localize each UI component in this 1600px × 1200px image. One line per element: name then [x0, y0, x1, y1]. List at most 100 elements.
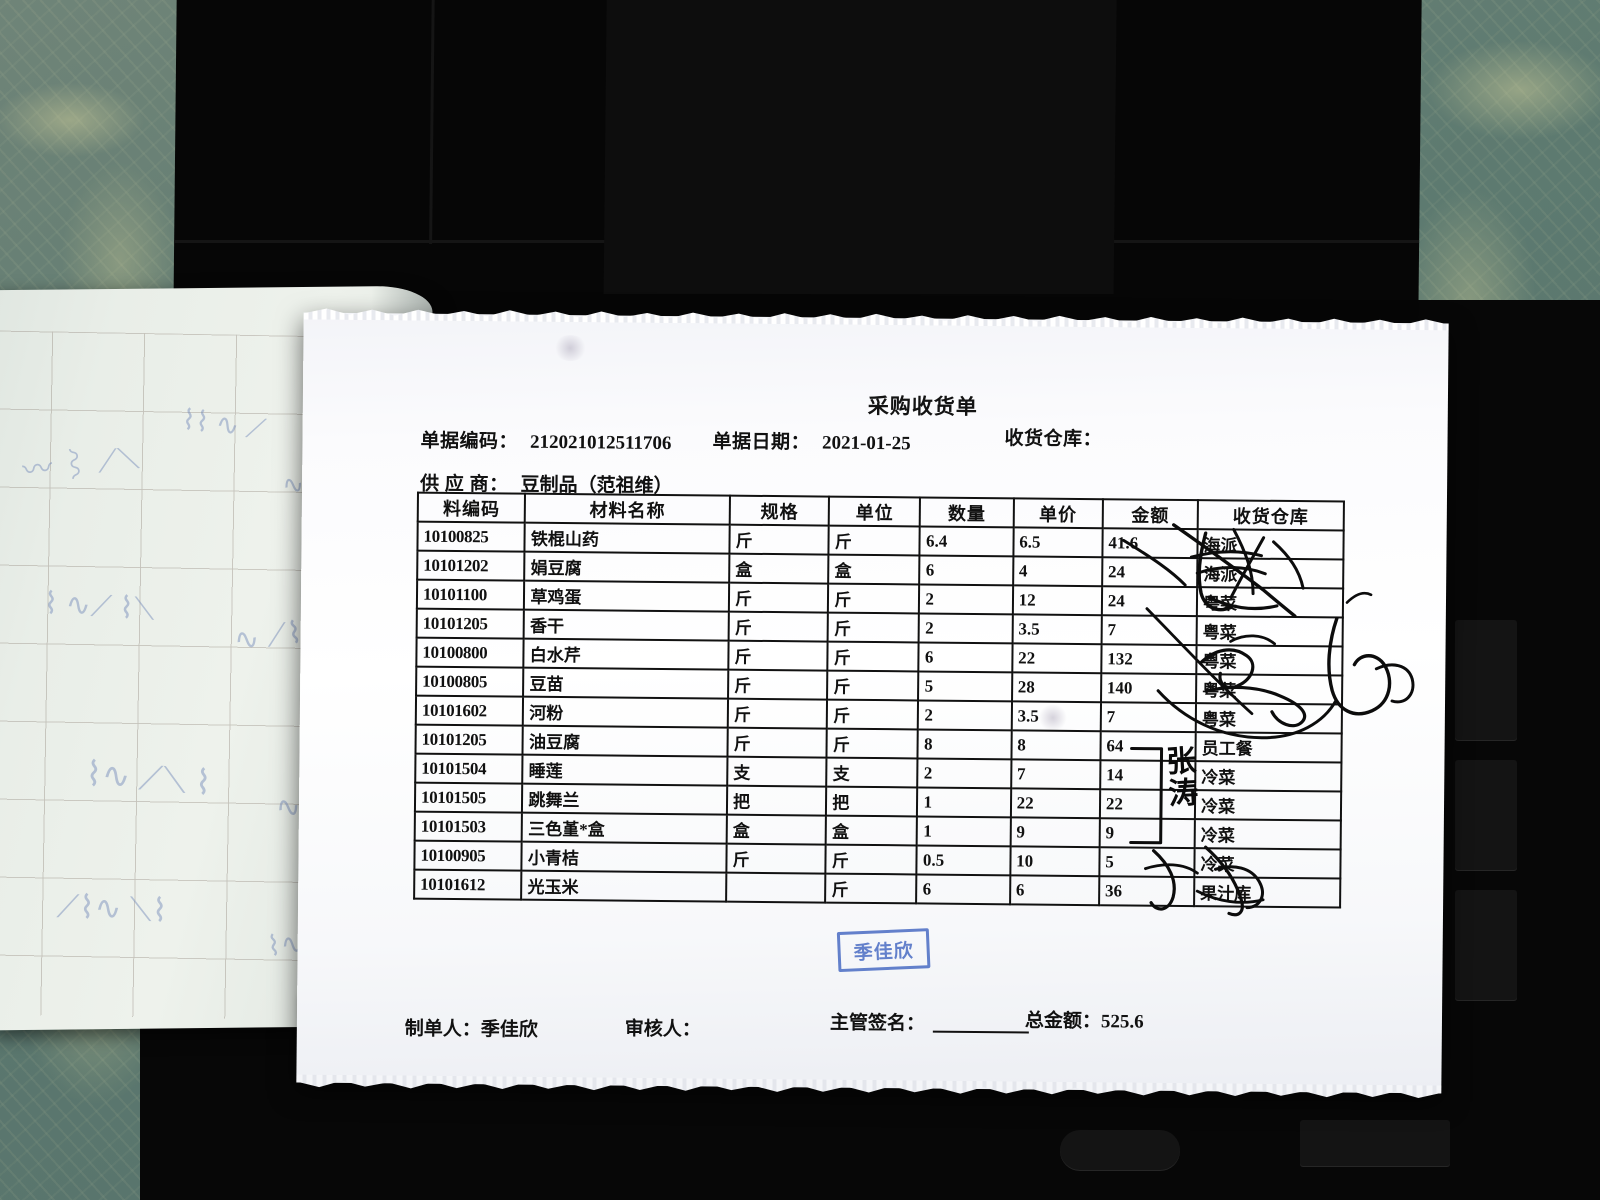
table-body: 10100825 铁棍山药斤斤 6.4 6.5 41.6 海派 10101202 娟豆腐盒盒 6… — [414, 521, 1344, 908]
keyboard-key — [1455, 890, 1517, 1000]
cell-unit: 支 — [826, 757, 918, 788]
cell-unit: 斤 — [827, 699, 919, 730]
cell-name: 白水芹 — [523, 638, 729, 670]
cell-amount: 7 — [1100, 702, 1197, 733]
cell-amount: 24 — [1101, 586, 1198, 617]
cell-amount: 24 — [1101, 557, 1198, 588]
cell-warehouse: 冷菜 — [1194, 790, 1342, 821]
footer-total: 总金额：525.6 — [1025, 1005, 1144, 1033]
cell-price: 6.5 — [1013, 527, 1103, 558]
cell-name: 三色堇*盒 — [522, 812, 727, 844]
footer-auditor: 审核人： — [625, 1014, 701, 1042]
cell-price: 12 — [1012, 585, 1102, 616]
cell-spec: 斤 — [727, 727, 828, 758]
cell-unit: 斤 — [827, 612, 920, 643]
cell-unit: 斤 — [825, 844, 918, 875]
cell-name: 河粉 — [523, 696, 729, 728]
cell-qty: 1 — [917, 787, 1011, 818]
line-items-table-wrapper: 料编码 材料名称 规格 单位 数量 单价 金额 收货仓库 10100825 铁棍山… — [413, 492, 1345, 909]
cell-amount: 64 — [1100, 731, 1196, 762]
cell-unit: 斤 — [825, 873, 917, 904]
cell-price: 4 — [1012, 556, 1103, 587]
keyboard-key — [1455, 760, 1517, 870]
cell-price: 10 — [1010, 846, 1100, 877]
cell-amount: 14 — [1100, 760, 1196, 791]
cell-name: 草鸡蛋 — [524, 580, 730, 612]
doc-date-value: 2021-01-25 — [821, 432, 911, 455]
supervisor-signature-line — [932, 1030, 1029, 1034]
cell-code: 10101504 — [415, 753, 523, 784]
cell-code: 10101503 — [414, 811, 523, 842]
field-header-warehouse: 收货仓库： — [1004, 423, 1114, 451]
cell-name: 香干 — [523, 609, 729, 641]
column-header-price: 单价 — [1013, 498, 1103, 529]
cell-price: 3.5 — [1012, 614, 1102, 645]
column-header-spec: 规格 — [729, 495, 830, 526]
cell-qty: 5 — [918, 671, 1012, 702]
footer-supervisor: 主管签名： — [830, 1008, 1029, 1037]
cell-warehouse: 果汁库 — [1194, 877, 1341, 908]
cell-price: 7 — [1010, 759, 1101, 790]
cell-name: 跳舞兰 — [522, 783, 728, 815]
column-header-amount: 金额 — [1102, 499, 1199, 530]
total-value: 525.6 — [1100, 1011, 1144, 1033]
document-title: 采购收货单 — [867, 393, 978, 419]
purchase-receipt-document: 采购收货单 单据编码： 212021012511706 单据日期： 2021-01-… — [296, 313, 1448, 1094]
cell-warehouse: 粤菜 — [1196, 616, 1343, 647]
cell-name: 豆苗 — [523, 667, 729, 699]
cell-qty: 8 — [917, 729, 1012, 760]
footer-preparer: 制单人：季佳欣 — [405, 1014, 538, 1042]
cell-spec: 盒 — [729, 553, 829, 584]
cell-spec: 斤 — [726, 843, 826, 874]
cell-spec: 斤 — [728, 582, 829, 613]
cell-qty: 1 — [917, 816, 1011, 847]
cell-name: 娟豆腐 — [524, 551, 730, 583]
column-header-warehouse: 收货仓库 — [1197, 500, 1344, 531]
approval-stamp: 季佳欣 — [836, 928, 931, 973]
cell-spec: 斤 — [728, 669, 828, 700]
cell-unit: 斤 — [828, 525, 921, 556]
cell-warehouse: 员工餐 — [1195, 732, 1342, 763]
cell-code: 10101205 — [415, 724, 524, 755]
preparer-value: 季佳欣 — [480, 1019, 538, 1041]
preparer-label: 制单人： — [404, 1018, 481, 1041]
cell-name: 小青桔 — [521, 841, 727, 873]
column-header-code: 料编码 — [417, 492, 526, 523]
cell-price: 9 — [1010, 817, 1100, 848]
keyboard-key — [1300, 1120, 1450, 1166]
column-header-qty: 数量 — [920, 497, 1014, 528]
header-warehouse-label: 收货仓库： — [1004, 428, 1103, 451]
cell-spec: 斤 — [728, 640, 828, 671]
cell-amount: 9 — [1099, 818, 1195, 849]
cell-spec: 斤 — [727, 698, 828, 729]
cell-amount: 22 — [1099, 789, 1196, 820]
cell-spec: 盒 — [726, 814, 827, 845]
total-label: 总金额： — [1024, 1010, 1102, 1033]
cell-name: 睡莲 — [522, 754, 728, 786]
cell-qty: 2 — [919, 584, 1013, 615]
doc-code-value: 212021012511706 — [529, 431, 672, 455]
cell-amount: 132 — [1101, 644, 1197, 675]
cell-unit: 盒 — [825, 815, 918, 846]
cell-qty: 6 — [916, 874, 1011, 905]
cell-name: 光玉米 — [521, 870, 727, 902]
column-header-unit: 单位 — [829, 496, 921, 527]
keyboard-key — [1455, 620, 1517, 740]
cell-warehouse: 粤菜 — [1196, 674, 1343, 705]
cell-qty: 6 — [918, 642, 1013, 673]
column-header-name: 材料名称 — [525, 493, 731, 525]
cell-qty: 2 — [918, 700, 1012, 731]
cell-unit: 斤 — [827, 641, 920, 672]
cell-amount: 7 — [1101, 615, 1197, 646]
doc-date-label: 单据日期： — [712, 431, 811, 454]
cell-code: 10101602 — [415, 695, 524, 726]
supervisor-label: 主管签名： — [829, 1012, 926, 1035]
cell-amount: 140 — [1100, 673, 1197, 704]
cell-warehouse: 粤菜 — [1196, 587, 1344, 618]
cell-name: 铁棍山药 — [524, 522, 730, 554]
doc-code-label: 单据编码： — [420, 430, 519, 453]
cell-qty: 2 — [917, 758, 1012, 789]
cell-spec: 支 — [727, 756, 827, 787]
cell-price: 8 — [1011, 730, 1101, 761]
cell-qty: 6 — [919, 555, 1014, 586]
